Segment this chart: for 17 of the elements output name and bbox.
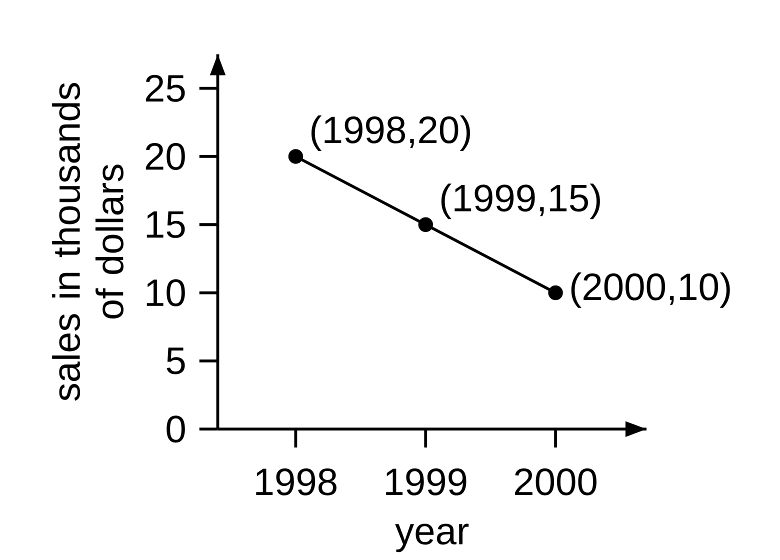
y-tick-label: 25 xyxy=(146,74,185,102)
annotation: (1999,15) xyxy=(441,183,600,219)
x-tick-label: 2000 xyxy=(515,468,596,496)
annotation: (2000,10) xyxy=(571,272,730,308)
x-tick-label: 1999 xyxy=(386,468,466,496)
y-axis-title: sales in thousands of dollars xyxy=(52,82,124,401)
y-tick-label: 0 xyxy=(166,415,185,442)
point xyxy=(548,285,563,300)
point xyxy=(288,148,304,164)
y-tick-label: 10 xyxy=(146,279,185,306)
point xyxy=(418,217,433,232)
y-tick-label: 20 xyxy=(146,142,185,170)
x-tick-label: 1998 xyxy=(256,468,336,496)
y-tick-label: 15 xyxy=(146,211,185,238)
y-tick-label: 5 xyxy=(166,347,185,374)
annotation: (1998,20) xyxy=(311,115,470,151)
x-axis-title: year xyxy=(395,524,469,552)
